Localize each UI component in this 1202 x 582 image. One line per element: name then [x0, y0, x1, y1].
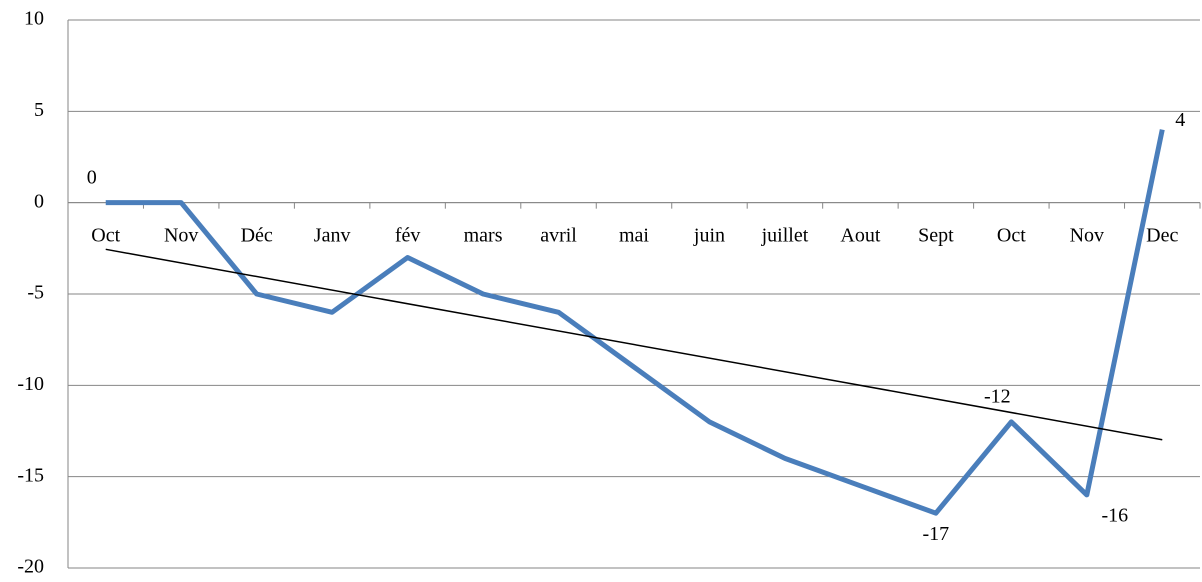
y-tick-label: 10: [24, 8, 44, 30]
x-tick-label: Janv: [314, 224, 351, 246]
y-tick-label: -15: [17, 464, 44, 486]
data-label: -16: [1101, 505, 1128, 527]
x-tick-label: avril: [540, 224, 577, 246]
y-tick-label: -5: [27, 282, 44, 304]
x-tick-label: Sept: [918, 224, 954, 246]
x-tick-label: Oct: [91, 224, 120, 246]
y-tick-label: 5: [34, 99, 44, 121]
data-label: -17: [923, 523, 950, 545]
x-tick-label: fév: [395, 224, 421, 246]
x-tick-label: juillet: [761, 224, 809, 246]
data-label: 0: [87, 166, 97, 188]
data-label: 4: [1175, 109, 1185, 131]
x-tick-label: Oct: [997, 224, 1026, 246]
y-tick-label: -20: [17, 556, 44, 578]
x-tick-label: mai: [619, 224, 649, 246]
x-tick-label: Aout: [840, 224, 880, 246]
x-tick-label: mars: [464, 224, 503, 246]
x-tick-label: Nov: [1070, 224, 1104, 246]
data-label: -12: [984, 385, 1011, 407]
line-series: [105, 129, 1165, 516]
x-tick-label: Déc: [241, 224, 273, 246]
x-tick-label: Dec: [1146, 224, 1178, 246]
x-tick-label: juin: [693, 224, 725, 246]
x-tick-label: Nov: [164, 224, 198, 246]
trendline: [105, 248, 1163, 441]
y-tick-label: 0: [34, 190, 44, 212]
y-tick-label: -10: [17, 373, 44, 395]
